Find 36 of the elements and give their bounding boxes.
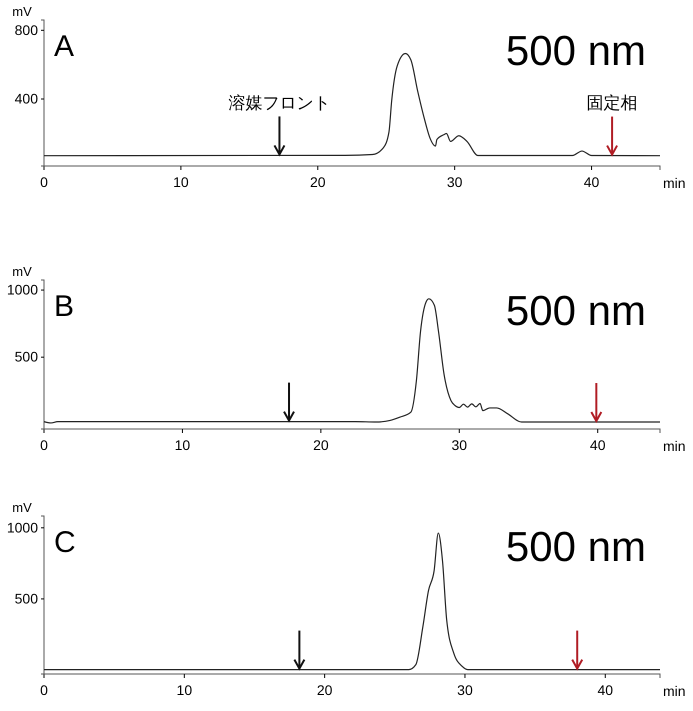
- x-tick-label: 30: [446, 174, 463, 190]
- x-tick-label: 0: [40, 682, 48, 698]
- x-tick-label: 0: [40, 174, 48, 190]
- x-tick-label: 0: [40, 437, 48, 453]
- line-series: [43, 532, 661, 670]
- ref-line-label: 溶媒フロント: [228, 93, 330, 112]
- x-tick-label: 30: [451, 437, 468, 453]
- x-tick-label: 20: [313, 437, 329, 453]
- chart-title: C: [54, 526, 76, 559]
- x-tick-label: 30: [457, 682, 473, 698]
- x-tick-label: 40: [584, 174, 600, 190]
- annotation: 500 nm: [506, 523, 646, 570]
- y-axis-title: mV: [12, 4, 32, 19]
- y-tick-label: 500: [14, 348, 38, 365]
- ref-line-label: 固定相: [586, 94, 638, 113]
- x-tick-label: 20: [310, 174, 326, 190]
- x-axis-title: min: [663, 175, 686, 191]
- x-tick-label: 40: [590, 437, 606, 453]
- x-tick-label: 40: [597, 682, 614, 698]
- y-tick-label: 1000: [6, 519, 38, 536]
- y-tick-label: 500: [14, 590, 38, 606]
- y-tick-label: 1000: [6, 282, 38, 298]
- x-axis-title: min: [663, 683, 686, 699]
- annotation: 500 nm: [506, 287, 646, 334]
- y-tick-label: 800: [14, 22, 38, 38]
- x-tick-label: 10: [174, 437, 190, 453]
- y-axis-title: mV: [12, 264, 32, 279]
- x-tick-label: 10: [176, 682, 192, 698]
- chart-title: A: [54, 30, 74, 63]
- y-tick-label: 400: [14, 90, 38, 106]
- x-axis-title: min: [663, 438, 686, 454]
- y-axis-title: mV: [12, 500, 32, 515]
- chart-title: B: [54, 290, 74, 323]
- annotation: 500 nm: [506, 27, 646, 74]
- x-tick-label: 10: [173, 174, 189, 190]
- x-tick-label: 20: [316, 682, 333, 698]
